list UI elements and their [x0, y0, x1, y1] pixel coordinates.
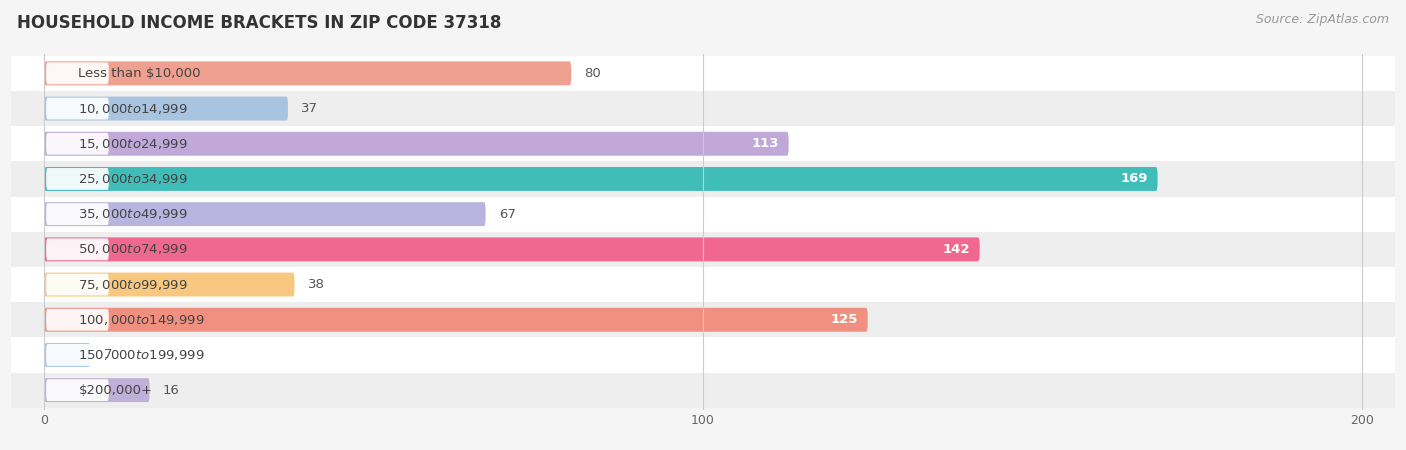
FancyBboxPatch shape	[46, 238, 108, 260]
FancyBboxPatch shape	[46, 274, 108, 296]
Text: 142: 142	[942, 243, 970, 256]
FancyBboxPatch shape	[44, 273, 294, 297]
FancyBboxPatch shape	[46, 133, 108, 155]
Bar	[11, 126, 1395, 162]
Bar	[11, 91, 1395, 126]
Text: HOUSEHOLD INCOME BRACKETS IN ZIP CODE 37318: HOUSEHOLD INCOME BRACKETS IN ZIP CODE 37…	[17, 14, 502, 32]
Text: $100,000 to $149,999: $100,000 to $149,999	[79, 313, 205, 327]
Bar	[11, 162, 1395, 197]
FancyBboxPatch shape	[44, 238, 980, 261]
FancyBboxPatch shape	[44, 132, 789, 156]
FancyBboxPatch shape	[46, 344, 108, 366]
Bar	[11, 197, 1395, 232]
Bar	[11, 302, 1395, 338]
FancyBboxPatch shape	[44, 308, 868, 332]
Text: 7: 7	[104, 348, 112, 361]
FancyBboxPatch shape	[44, 97, 288, 121]
Text: $50,000 to $74,999: $50,000 to $74,999	[79, 243, 188, 256]
FancyBboxPatch shape	[46, 63, 108, 84]
Text: 37: 37	[301, 102, 318, 115]
FancyBboxPatch shape	[46, 203, 108, 225]
Text: $75,000 to $99,999: $75,000 to $99,999	[79, 278, 188, 292]
Text: Source: ZipAtlas.com: Source: ZipAtlas.com	[1256, 14, 1389, 27]
FancyBboxPatch shape	[46, 309, 108, 331]
Text: 169: 169	[1121, 172, 1147, 185]
Bar	[11, 373, 1395, 408]
FancyBboxPatch shape	[46, 98, 108, 119]
Bar	[11, 267, 1395, 302]
Text: 80: 80	[585, 67, 602, 80]
FancyBboxPatch shape	[46, 168, 108, 190]
FancyBboxPatch shape	[44, 378, 149, 402]
Text: Less than $10,000: Less than $10,000	[79, 67, 201, 80]
Text: 16: 16	[163, 384, 180, 396]
Text: 125: 125	[831, 313, 858, 326]
FancyBboxPatch shape	[44, 61, 571, 86]
Text: $200,000+: $200,000+	[79, 384, 152, 396]
FancyBboxPatch shape	[44, 343, 90, 367]
Text: 67: 67	[499, 207, 516, 220]
FancyBboxPatch shape	[44, 202, 485, 226]
Text: 113: 113	[751, 137, 779, 150]
Text: 38: 38	[308, 278, 325, 291]
FancyBboxPatch shape	[44, 167, 1157, 191]
Text: $35,000 to $49,999: $35,000 to $49,999	[79, 207, 188, 221]
Bar	[11, 56, 1395, 91]
Bar	[11, 232, 1395, 267]
Text: $25,000 to $34,999: $25,000 to $34,999	[79, 172, 188, 186]
Text: $10,000 to $14,999: $10,000 to $14,999	[79, 102, 188, 116]
Text: $15,000 to $24,999: $15,000 to $24,999	[79, 137, 188, 151]
FancyBboxPatch shape	[46, 379, 108, 401]
Bar	[11, 338, 1395, 373]
Text: $150,000 to $199,999: $150,000 to $199,999	[79, 348, 205, 362]
